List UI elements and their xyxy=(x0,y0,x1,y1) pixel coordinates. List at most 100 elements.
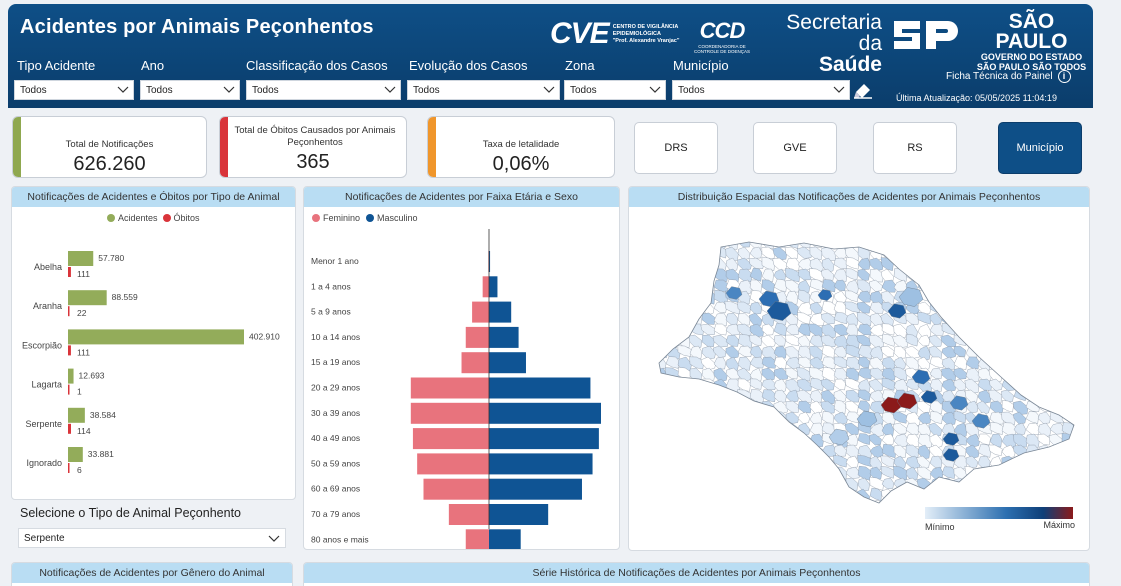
municipality-cell[interactable] xyxy=(893,345,907,359)
municipality-cell[interactable] xyxy=(929,334,943,348)
municipality-cell[interactable] xyxy=(845,389,860,403)
municipality-cell[interactable] xyxy=(1013,488,1028,501)
municipality-cell[interactable] xyxy=(713,433,729,446)
municipality-cell[interactable] xyxy=(701,246,715,258)
municipality-cell[interactable] xyxy=(677,312,692,325)
municipality-cell[interactable] xyxy=(1025,236,1039,249)
municipality-cell[interactable] xyxy=(689,444,703,459)
municipality-cell[interactable] xyxy=(965,301,980,315)
municipality-cell[interactable] xyxy=(749,356,765,369)
municipality-cell[interactable] xyxy=(749,246,763,259)
municipality-cell[interactable] xyxy=(664,279,680,293)
municipality-cell[interactable] xyxy=(785,334,800,346)
municipality-cell[interactable] xyxy=(1013,477,1028,490)
municipality-cell[interactable] xyxy=(1072,279,1086,293)
municipality-cell[interactable] xyxy=(953,411,967,424)
municipality-cell[interactable] xyxy=(989,433,1003,448)
municipality-cell[interactable] xyxy=(1073,290,1088,305)
municipality-cell[interactable] xyxy=(845,455,859,469)
municipality-cell[interactable] xyxy=(1073,410,1086,425)
municipality-cell[interactable] xyxy=(965,477,978,491)
municipality-cell[interactable] xyxy=(809,499,824,514)
municipality-cell[interactable] xyxy=(737,236,751,248)
municipality-cell[interactable] xyxy=(941,257,957,271)
municipality-cell[interactable] xyxy=(1049,334,1063,346)
municipality-cell[interactable] xyxy=(1025,422,1040,435)
municipality-cell[interactable] xyxy=(676,422,690,436)
municipality-cell[interactable] xyxy=(845,235,859,248)
municipality-cell[interactable] xyxy=(712,499,729,514)
municipality-cell[interactable] xyxy=(917,356,931,371)
municipality-cell[interactable] xyxy=(797,488,812,502)
municipality-cell[interactable] xyxy=(880,312,894,329)
municipality-cell[interactable] xyxy=(749,323,765,338)
municipality-cell[interactable] xyxy=(677,444,691,459)
municipality-cell[interactable] xyxy=(905,246,920,260)
municipality-cell[interactable] xyxy=(737,421,751,434)
municipality-cell[interactable] xyxy=(761,323,775,336)
municipality-cell[interactable] xyxy=(785,323,800,336)
municipality-cell[interactable] xyxy=(725,345,740,359)
municipality-cell[interactable] xyxy=(1073,236,1089,249)
municipality-cell[interactable] xyxy=(833,356,848,369)
municipality-cell[interactable] xyxy=(796,455,811,470)
municipality-cell[interactable] xyxy=(929,488,943,501)
municipality-cell[interactable] xyxy=(905,236,920,250)
municipality-cell[interactable] xyxy=(1037,257,1052,272)
bar-feminino[interactable] xyxy=(465,529,489,550)
municipality-cell[interactable] xyxy=(809,301,823,315)
municipality-cell[interactable] xyxy=(1025,323,1038,339)
municipality-cell[interactable] xyxy=(689,433,703,447)
municipality-cell[interactable] xyxy=(701,367,716,382)
municipality-cell[interactable] xyxy=(1061,477,1076,490)
municipality-cell[interactable] xyxy=(809,345,823,360)
municipality-cell[interactable] xyxy=(713,367,728,383)
municipality-cell[interactable] xyxy=(845,312,859,328)
municipality-cell[interactable] xyxy=(1061,466,1075,482)
municipality-cell[interactable] xyxy=(916,246,931,261)
municipality-cell[interactable] xyxy=(737,312,751,326)
municipality-cell[interactable] xyxy=(881,333,896,347)
municipality-cell[interactable] xyxy=(677,246,690,260)
municipality-cell[interactable] xyxy=(773,356,787,370)
sao-paulo-choropleth-map[interactable]: Mínimo Máximo xyxy=(629,207,1090,551)
municipality-cell[interactable] xyxy=(797,400,812,414)
municipality-cell[interactable] xyxy=(976,400,990,415)
municipality-cell[interactable] xyxy=(965,279,981,292)
municipality-cell[interactable] xyxy=(1061,301,1074,315)
municipality-cell[interactable] xyxy=(664,378,680,393)
municipality-cell[interactable] xyxy=(929,312,942,326)
municipality-cell[interactable] xyxy=(701,422,717,437)
municipality-cell[interactable] xyxy=(857,433,871,445)
municipality-cell[interactable] xyxy=(737,466,751,479)
municipality-cell[interactable] xyxy=(977,268,992,283)
municipality-cell[interactable] xyxy=(725,367,741,381)
municipality-cell[interactable] xyxy=(653,301,667,314)
municipality-cell[interactable] xyxy=(904,345,921,359)
municipality-cell[interactable] xyxy=(653,455,669,468)
municipality-cell[interactable] xyxy=(677,279,691,292)
bar-feminino[interactable] xyxy=(448,504,489,525)
municipality-cell[interactable] xyxy=(929,323,945,336)
municipality-cell[interactable] xyxy=(869,268,884,283)
municipality-cell[interactable] xyxy=(737,455,753,471)
bar-acidentes[interactable] xyxy=(68,447,83,462)
toggle-drs-button[interactable]: DRS xyxy=(634,122,718,174)
municipality-cell[interactable] xyxy=(654,290,666,305)
municipality-cell[interactable] xyxy=(773,499,789,512)
municipality-cell[interactable] xyxy=(665,246,681,261)
bar-masculino[interactable] xyxy=(489,352,526,374)
municipality-cell[interactable] xyxy=(1060,267,1076,280)
municipality-cell[interactable] xyxy=(821,367,836,382)
municipality-cell[interactable] xyxy=(941,466,956,479)
municipality-cell[interactable] xyxy=(677,323,692,337)
filter-evolucao-dropdown[interactable]: Todos xyxy=(407,80,560,100)
municipality-cell[interactable] xyxy=(1013,433,1028,448)
municipality-cell[interactable] xyxy=(989,333,1004,347)
municipality-cell[interactable] xyxy=(941,356,956,371)
municipality-cell[interactable] xyxy=(1013,400,1029,415)
municipality-cell[interactable] xyxy=(1024,334,1038,349)
municipality-cell[interactable] xyxy=(761,499,777,512)
municipality-cell[interactable] xyxy=(701,499,717,511)
municipality-cell[interactable] xyxy=(737,433,752,448)
